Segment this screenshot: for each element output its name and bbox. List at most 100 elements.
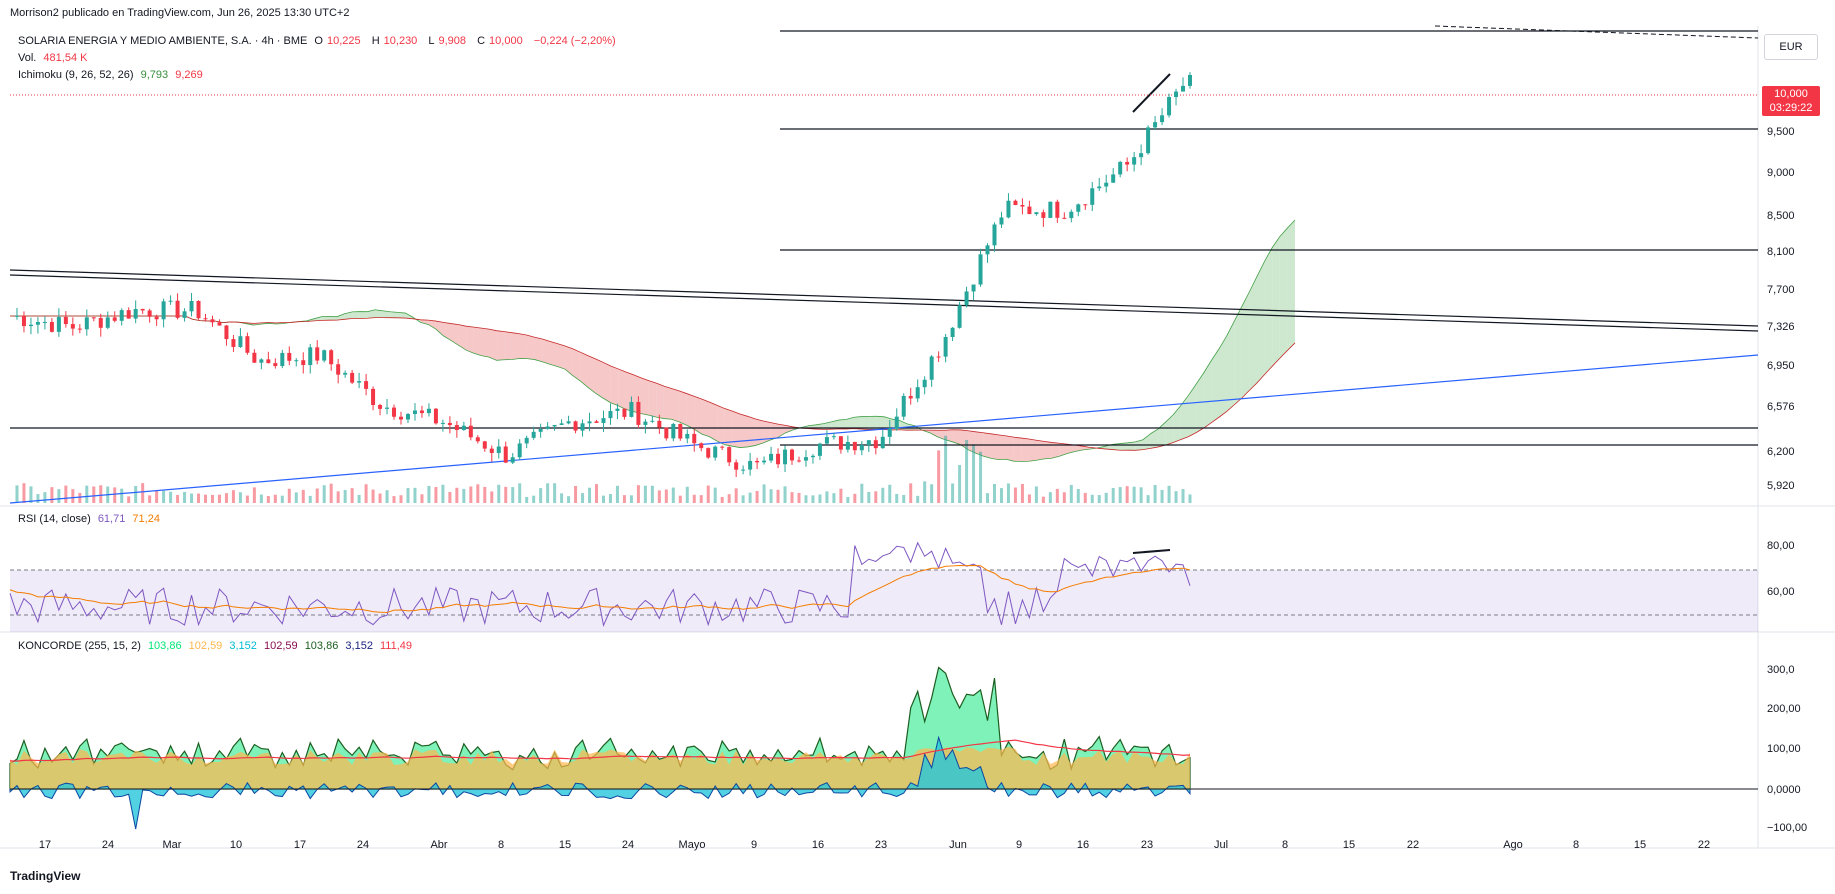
publisher-text: Morrison2 publicado en TradingView.com, … [10, 7, 350, 19]
candle-body [838, 436, 843, 450]
volume-bar [504, 486, 508, 503]
candle-body [91, 317, 96, 319]
divergence-line-rsi[interactable] [1132, 549, 1171, 554]
cloud-segment [975, 431, 984, 457]
symbol-title: SOLARIA ENERGIA Y MEDIO AMBIENTE, S.A. ·… [18, 35, 308, 47]
cloud-segment [1021, 438, 1029, 462]
volume-bar [259, 494, 263, 503]
candle-body [1160, 115, 1165, 123]
ichimoku-legend[interactable]: Ichimoku (9, 26, 52, 26) 9,793 9,269 [18, 69, 207, 81]
trendlines[interactable] [9, 25, 1759, 554]
x-axis[interactable]: 17 24 Mar 10 17 24 Abr 8 15 24 Mayo 9 16 23 Jun 9 16 23 Ju… [39, 839, 1710, 851]
volume-bar [650, 485, 654, 503]
volume-bar [357, 494, 361, 503]
cloud-segment [853, 416, 862, 430]
candle-body [608, 410, 613, 419]
cloud-segment [329, 316, 337, 321]
candle-body [447, 422, 452, 426]
y-axis[interactable]: 9,500 9,000 8,500 8,100 7,700 7,326 6,950 6,576… [1767, 126, 1807, 834]
cloud-segment [618, 368, 626, 410]
rsi-legend[interactable]: RSI (14, close) 61,71 71,24 [18, 513, 164, 525]
volume-bar [783, 486, 787, 503]
volume-bar [99, 485, 103, 503]
cloud-segment [869, 416, 877, 430]
trendline-top-dashed[interactable] [1434, 25, 1759, 39]
candle-body [901, 395, 906, 417]
volume-bar [720, 496, 724, 503]
divergence-line-price[interactable] [1132, 73, 1171, 113]
cloud-segment [1264, 247, 1273, 375]
volume-bar [923, 481, 927, 503]
y-tick-label: 9,000 [1767, 167, 1795, 179]
open-label: O [314, 35, 323, 47]
candle-body [112, 317, 117, 321]
candle-body [887, 428, 892, 437]
volume-bar [986, 493, 990, 503]
candle-body [56, 316, 61, 332]
candles [14, 72, 1192, 478]
trendline-down-2[interactable] [9, 274, 1759, 332]
rsi-label: RSI (14, close) [18, 513, 91, 525]
volume-bar [204, 494, 208, 503]
volume-bar [1174, 491, 1178, 503]
volume-value: 481,54 K [43, 52, 88, 64]
candle-body [1132, 157, 1137, 165]
volume-bar [999, 488, 1003, 503]
volume-bar [979, 451, 983, 503]
candle-body [866, 440, 871, 446]
volume-bar [1104, 492, 1108, 503]
cloud-segment [1188, 384, 1197, 437]
trendline-up-blue[interactable] [9, 354, 1759, 504]
volume-bar [762, 484, 766, 503]
x-tick-label: 23 [875, 839, 887, 851]
candle-body [720, 446, 725, 448]
candle-body [412, 410, 417, 415]
candle-body [196, 301, 201, 319]
volume-bar [951, 483, 955, 503]
candle-body [1083, 204, 1088, 206]
candle-body [699, 443, 704, 449]
volume-bar [385, 490, 389, 503]
volume-bar [476, 484, 480, 503]
candle-body [545, 426, 550, 429]
volume-bar [615, 485, 619, 503]
candle-body [454, 425, 459, 430]
currency-button[interactable]: EUR [1764, 34, 1818, 60]
cloud-segment [1142, 433, 1151, 450]
candle-body [482, 441, 487, 449]
volume-legend[interactable]: Vol. 481,54 K [18, 52, 91, 64]
volume-bar [497, 484, 501, 503]
change-value: −0,224 (−2,20%) [533, 35, 616, 47]
volume-bar [413, 487, 417, 503]
candle-body [776, 453, 781, 465]
x-tick-label: 17 [39, 839, 51, 851]
tradingview-logo[interactable]: TradingView [10, 869, 80, 883]
volume-bar [601, 495, 605, 503]
koncorde-legend[interactable]: KONCORDE (255, 15, 2) 103,86 102,59 3,15… [18, 640, 416, 652]
koncorde-tick-label: −100,00 [1767, 822, 1807, 834]
volume-bar [1055, 488, 1059, 503]
volume-bar [727, 494, 731, 503]
candle-body [14, 315, 19, 317]
cloud-segment [504, 331, 512, 360]
volume-bar [518, 483, 522, 503]
candle-body [559, 423, 564, 425]
koncorde-tick-label: 200,00 [1767, 703, 1801, 715]
candle-body [748, 460, 753, 470]
cloud-segment [831, 420, 839, 430]
candle-body [1013, 200, 1018, 206]
cloud-segment [770, 422, 778, 440]
trendline-down-1[interactable] [9, 269, 1759, 327]
close-label: C [477, 35, 486, 47]
candle-body [42, 321, 47, 323]
volume-bar [448, 492, 452, 503]
main-legend[interactable]: SOLARIA ENERGIA Y MEDIO AMBIENTE, S.A. ·… [18, 35, 620, 47]
volume-bar [825, 491, 829, 503]
koncorde-value-1: 103,86 [147, 640, 182, 652]
horizontal-levels[interactable] [10, 30, 1758, 446]
volume-bar [1006, 483, 1010, 503]
candle-body [468, 425, 473, 438]
candle-body [587, 421, 592, 424]
rsi-tick-label: 60,00 [1767, 586, 1795, 598]
